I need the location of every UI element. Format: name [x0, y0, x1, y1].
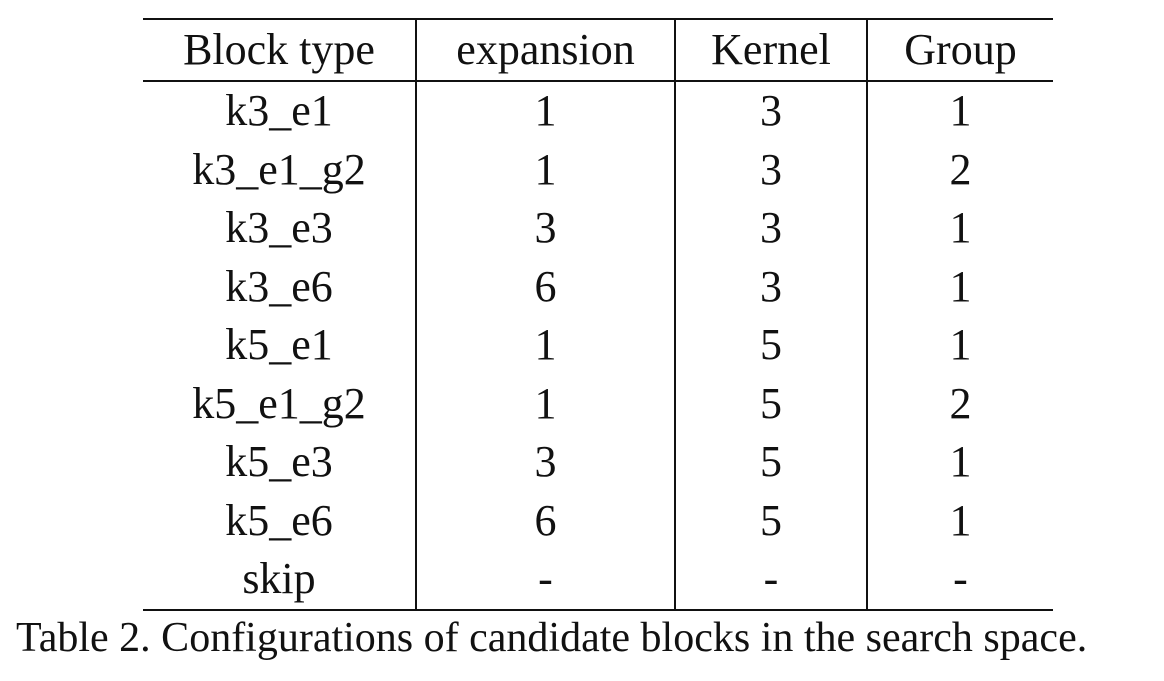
cell-block-type: k3_e1_g2: [192, 144, 366, 194]
cell-kernel: 3: [674, 81, 867, 141]
cell-expansion: 1: [415, 316, 675, 375]
cell-kernel: 5: [674, 491, 867, 550]
cell-group: 2: [866, 374, 1053, 433]
cell-expansion: 3: [415, 433, 675, 492]
table-row: k5_e1 1 5 1: [143, 316, 1053, 375]
cell-block-type: k3_e1: [225, 86, 333, 136]
cell-group: 1: [866, 491, 1053, 550]
table-header: Block type expansion Kernel Group: [143, 19, 1053, 81]
cell-group: 1: [866, 199, 1053, 258]
cell-kernel: 3: [674, 140, 867, 199]
cell-expansion: 1: [415, 81, 675, 141]
cell-kernel: 5: [674, 374, 867, 433]
cell-expansion: 6: [415, 491, 675, 550]
cell-kernel: -: [674, 550, 867, 610]
cell-group: 1: [866, 316, 1053, 375]
cell-expansion: 1: [415, 374, 675, 433]
cell-expansion: -: [415, 550, 675, 610]
table-container: Block type expansion Kernel Group k3_e1 …: [143, 18, 1053, 611]
cell-group: 1: [866, 81, 1053, 141]
cell-expansion: 6: [415, 257, 675, 316]
table-row: k3_e3 3 3 1: [143, 199, 1053, 258]
table-body: k3_e1 1 3 1 k3_e1_g2 1 3 2 k3_e3 3 3 1 k…: [143, 81, 1053, 610]
header-group: Group: [866, 19, 1053, 81]
cell-group: 1: [866, 433, 1053, 492]
cell-expansion: 1: [415, 140, 675, 199]
header-kernel: Kernel: [674, 19, 867, 81]
cell-kernel: 5: [674, 433, 867, 492]
cell-block-type: k5_e6: [225, 495, 333, 545]
cell-block-type: k5_e1: [225, 320, 333, 370]
cell-block-type: k3_e6: [225, 261, 333, 311]
table-row: k3_e6 6 3 1: [143, 257, 1053, 316]
table-row: k5_e3 3 5 1: [143, 433, 1053, 492]
table-row: k5_e1_g2 1 5 2: [143, 374, 1053, 433]
header-row: Block type expansion Kernel Group: [143, 19, 1053, 81]
table-row: k3_e1_g2 1 3 2: [143, 140, 1053, 199]
cell-block-type: skip: [242, 554, 316, 604]
cell-expansion: 3: [415, 199, 675, 258]
cell-kernel: 5: [674, 316, 867, 375]
candidate-blocks-table: Block type expansion Kernel Group k3_e1 …: [143, 18, 1053, 611]
table-caption: Table 2. Configurations of candidate blo…: [16, 615, 1088, 661]
header-block-type: Block type: [183, 25, 375, 74]
cell-block-type: k5_e3: [225, 437, 333, 487]
cell-kernel: 3: [674, 257, 867, 316]
table-row: k5_e6 6 5 1: [143, 491, 1053, 550]
table-row: skip - - -: [143, 550, 1053, 610]
cell-block-type: k3_e3: [225, 203, 333, 253]
cell-group: 2: [866, 140, 1053, 199]
cell-group: -: [866, 550, 1053, 610]
header-expansion: expansion: [415, 19, 675, 81]
cell-kernel: 3: [674, 199, 867, 258]
table-row: k3_e1 1 3 1: [143, 81, 1053, 141]
cell-group: 1: [866, 257, 1053, 316]
cell-block-type: k5_e1_g2: [192, 378, 366, 428]
